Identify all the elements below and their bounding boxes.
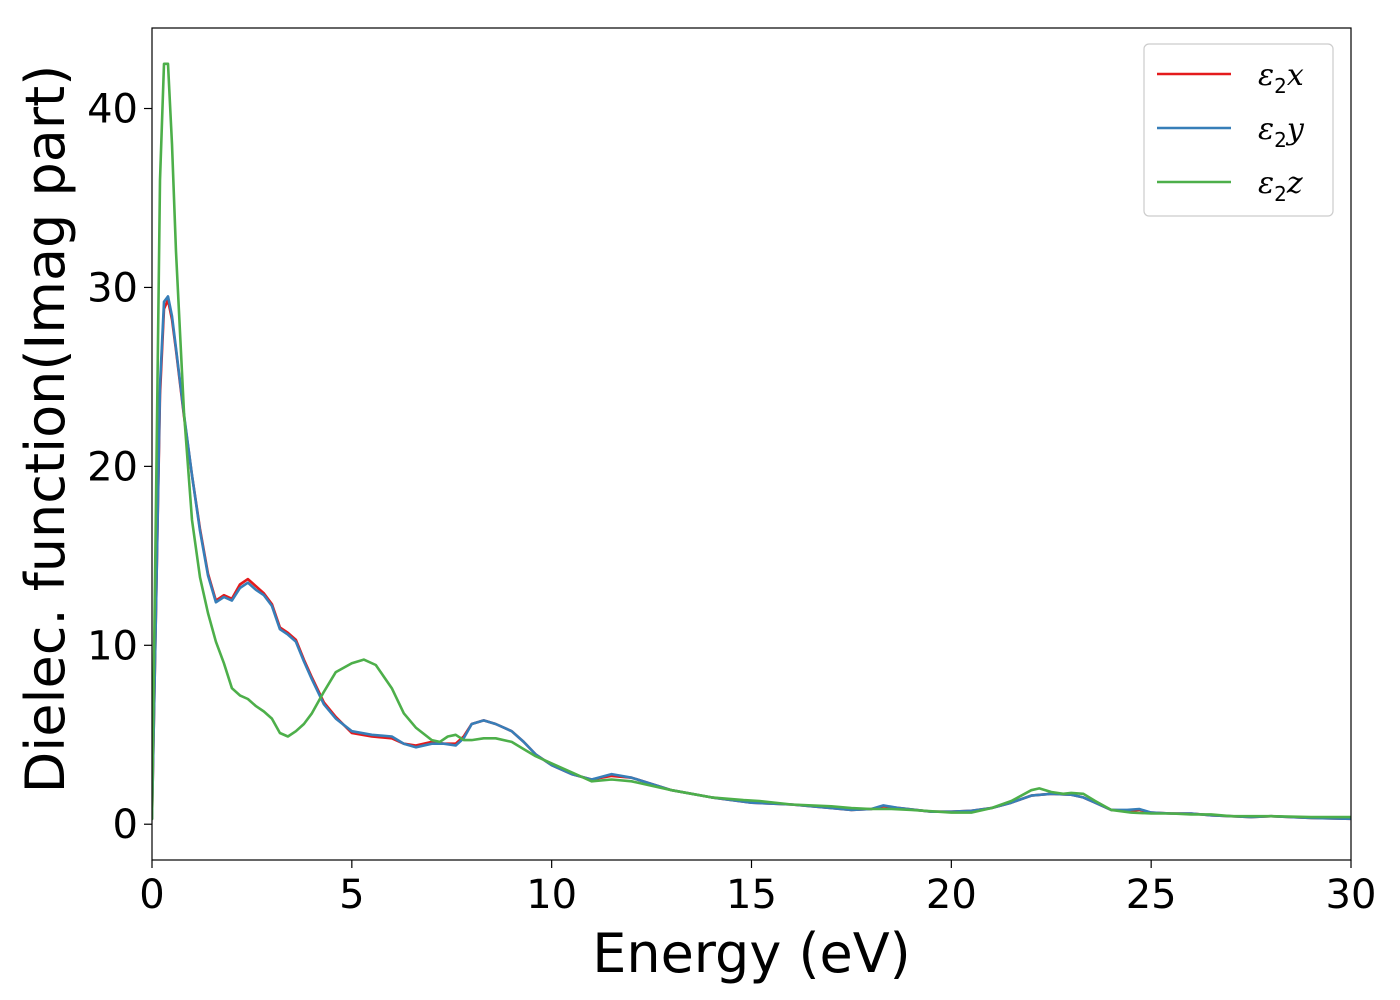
x-tick-label: 5 (339, 872, 364, 918)
x-tick-label: 30 (1326, 872, 1377, 918)
legend: ε2x ε2y ε2z (1143, 43, 1334, 217)
legend-box (1143, 43, 1334, 217)
y-tick-label: 10 (87, 623, 138, 669)
y-axis: 0 10 20 30 40 (87, 87, 152, 848)
x-tick-label: 0 (139, 872, 164, 918)
y-axis-label: Dielec. function(Imag part) (14, 65, 77, 794)
legend-label-z: ε2z (1258, 166, 1303, 206)
y-tick-label: 20 (87, 444, 138, 490)
x-tick-label: 15 (726, 872, 777, 918)
series-line-z (152, 62, 1351, 821)
x-tick-label: 25 (1126, 872, 1177, 918)
y-tick-label: 30 (87, 265, 138, 311)
y-tick-label: 40 (87, 87, 138, 133)
legend-label-x: ε2x (1258, 58, 1304, 98)
x-tick-label: 10 (526, 872, 577, 918)
y-tick-label: 0 (113, 802, 138, 848)
series-line-y (152, 295, 1351, 821)
x-tick-label: 20 (926, 872, 977, 918)
x-axis-label: Energy (eV) (592, 922, 911, 985)
series-lines (152, 62, 1351, 821)
x-axis: 0 5 10 15 20 25 30 (139, 860, 1376, 918)
legend-label-y: ε2y (1258, 112, 1305, 152)
